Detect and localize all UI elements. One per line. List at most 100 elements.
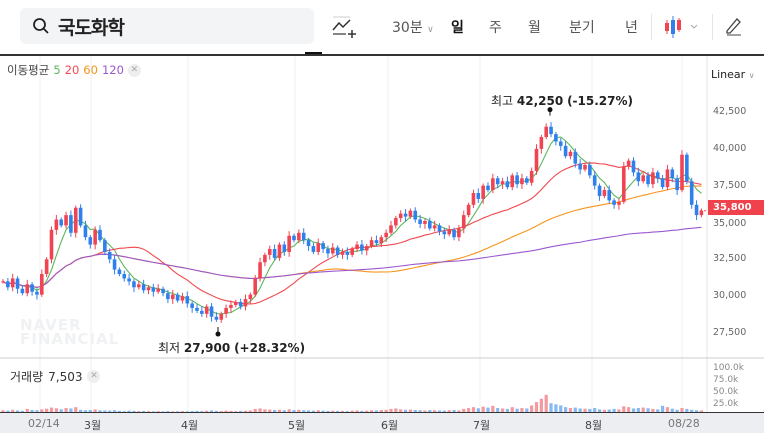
close-icon[interactable]: ✕ [87, 370, 101, 383]
candle-body [326, 248, 330, 254]
volume-bar [45, 408, 49, 412]
volume-bar [690, 409, 694, 412]
candle-body [229, 304, 233, 308]
candle-body [219, 313, 224, 320]
volume-legend: 거래량 7,503 ✕ [10, 368, 101, 385]
volume-bar [326, 410, 330, 412]
close-icon[interactable]: ✕ [127, 63, 141, 77]
volume-bar [525, 408, 529, 412]
candle-body [253, 278, 257, 295]
candle-body [680, 154, 684, 191]
volume-bar [214, 410, 218, 412]
volume-bar [486, 407, 490, 412]
volume-bar [583, 408, 587, 412]
volume-bar [253, 408, 257, 412]
volume-bar [694, 410, 699, 412]
volume-bar [243, 410, 248, 412]
candle-body [403, 213, 408, 217]
tab-quarter[interactable]: 분기 [569, 20, 595, 36]
candle-body [54, 219, 59, 230]
volume-bar [88, 410, 92, 412]
volume-bar [675, 409, 679, 412]
candle-body [655, 172, 660, 179]
volume-bar [452, 410, 456, 412]
volume-bar [588, 408, 592, 412]
candle-body [141, 284, 146, 291]
volume-bar [1, 410, 5, 412]
volume-bar [64, 408, 68, 412]
volume-bar [597, 409, 602, 412]
y-tick: 42,500 [713, 106, 747, 117]
volume-bar [457, 410, 461, 412]
search-box[interactable]: 국도화학 [20, 8, 314, 44]
volume-bar [573, 407, 577, 412]
tab-week[interactable]: 주 [489, 20, 502, 36]
tab-day[interactable]: 일 [451, 20, 464, 36]
volume-bar [166, 411, 170, 412]
tab-year[interactable]: 년 [625, 20, 638, 36]
candle-body [694, 204, 699, 216]
candle-body [35, 291, 39, 295]
volume-bar [442, 410, 446, 412]
candle-body [651, 172, 655, 185]
candle-body [20, 288, 25, 294]
volume-bar [520, 408, 524, 412]
candle-body [369, 240, 374, 247]
candle-body [428, 221, 432, 229]
candle-body [15, 278, 20, 289]
candle-body [93, 229, 97, 245]
add-indicator-icon[interactable] [332, 16, 358, 38]
volume-bar [185, 411, 189, 412]
candle-body [461, 215, 466, 229]
candle-body [525, 178, 529, 183]
tab-month[interactable]: 월 [528, 20, 541, 36]
volume-bar [209, 410, 214, 412]
volume-bar [418, 410, 422, 412]
current-price-tag: 35,800 [708, 200, 764, 215]
pencil-icon[interactable] [724, 16, 744, 36]
candle-body [432, 225, 437, 229]
candle-body [447, 229, 451, 235]
volume-bar [656, 409, 660, 412]
x-tick: 6월 [381, 419, 399, 432]
volume-bar [195, 410, 199, 412]
candle-body [355, 244, 359, 249]
volume-bar [559, 405, 563, 412]
candle-body [331, 247, 335, 254]
candle-body [258, 262, 262, 279]
candle-body [612, 200, 616, 205]
candle-body [146, 287, 151, 291]
vol-tick: 100.0k [713, 363, 744, 373]
volume-bar [631, 408, 636, 412]
candle-body [408, 210, 413, 217]
volume-bar [93, 409, 97, 412]
candle-body [452, 229, 456, 238]
candle-body [699, 210, 704, 216]
y-tick: 37,500 [713, 180, 747, 191]
candlestick-icon[interactable] [664, 14, 704, 40]
volume-bar [74, 407, 78, 412]
volume-bar [316, 410, 320, 412]
candle-body [641, 175, 645, 182]
volume-bar [622, 406, 626, 412]
interval-dropdown[interactable]: 30분 ∨ [392, 17, 434, 37]
volume-bar [112, 410, 117, 412]
candle-body [122, 274, 127, 279]
chevron-down-icon: ∨ [427, 25, 434, 35]
candle-body [25, 284, 30, 294]
volume-bar [302, 410, 306, 412]
candle-body [685, 154, 689, 182]
ma-legend-label: 이동평균 [7, 63, 50, 77]
volume-bar [530, 405, 534, 412]
volume-bar [384, 409, 388, 412]
scale-dropdown[interactable]: Linear ∨ [711, 68, 755, 81]
search-query[interactable]: 국도화학 [58, 16, 125, 39]
volume-bar [239, 410, 243, 412]
candle-body [185, 296, 190, 304]
volume-bar [35, 410, 39, 412]
volume-bar [564, 407, 568, 412]
candle-body [578, 163, 582, 170]
low-annotation: 최저 27,900 (+28.32%) [158, 341, 306, 355]
volume-bar [219, 411, 223, 412]
